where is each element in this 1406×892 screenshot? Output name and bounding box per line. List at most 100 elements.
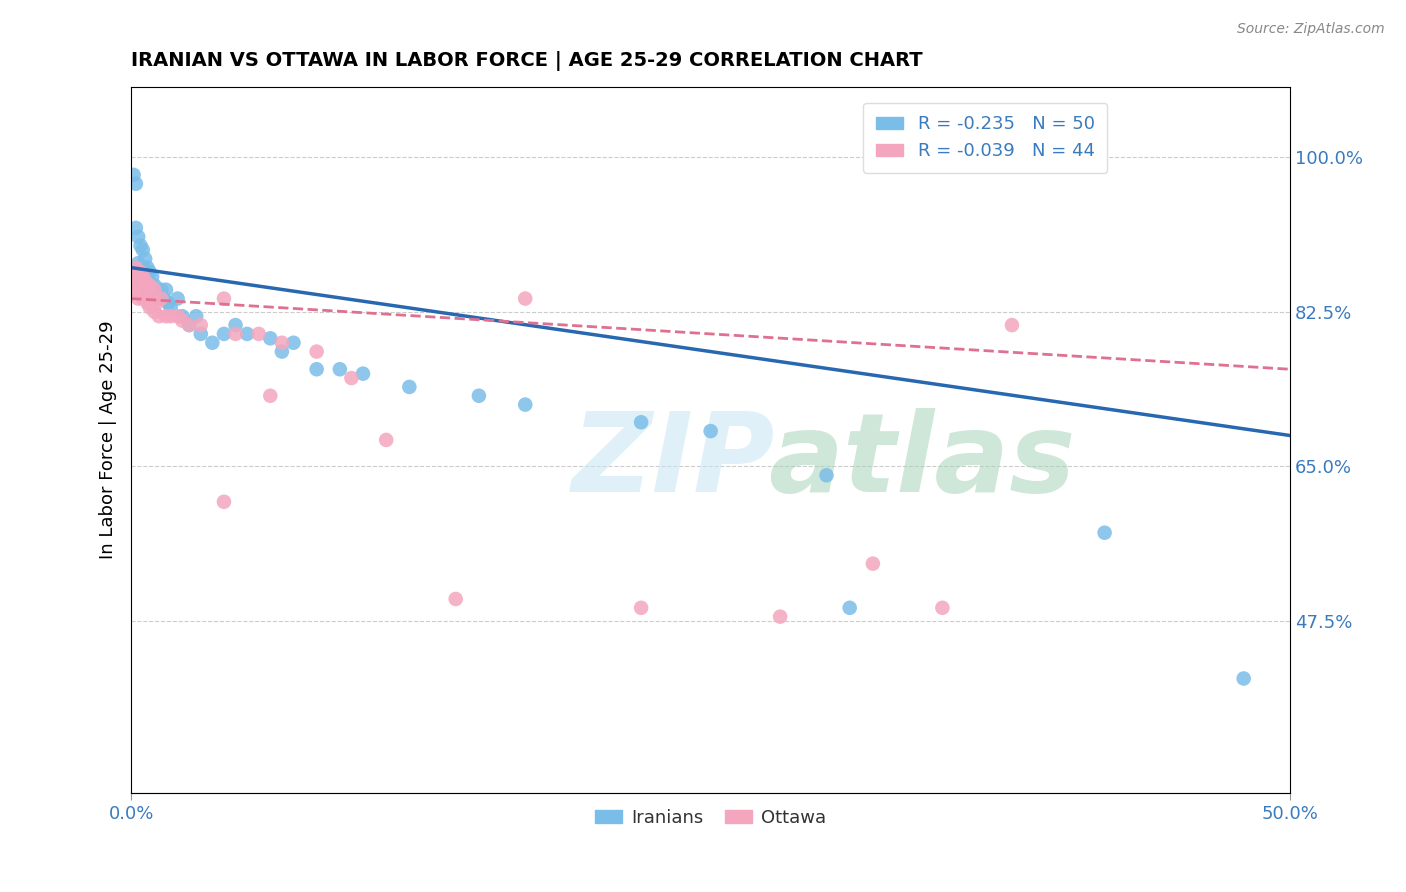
Point xyxy=(352,367,374,381)
Point xyxy=(122,283,145,297)
Point xyxy=(132,292,155,306)
Point xyxy=(1001,318,1024,332)
Point xyxy=(769,609,792,624)
Point xyxy=(283,335,305,350)
Point xyxy=(122,265,145,279)
Point xyxy=(247,326,270,341)
Point xyxy=(630,415,652,429)
Point xyxy=(159,301,181,315)
Point xyxy=(134,265,156,279)
Point xyxy=(150,283,173,297)
Point xyxy=(136,274,159,288)
Point xyxy=(270,344,292,359)
Text: IRANIAN VS OTTAWA IN LABOR FORCE | AGE 25-29 CORRELATION CHART: IRANIAN VS OTTAWA IN LABOR FORCE | AGE 2… xyxy=(131,51,922,70)
Point xyxy=(212,292,235,306)
Point xyxy=(143,278,166,293)
Point xyxy=(259,331,281,345)
Point xyxy=(136,260,159,275)
Point xyxy=(136,278,159,293)
Point xyxy=(129,238,152,252)
Point xyxy=(134,252,156,266)
Point xyxy=(1233,672,1256,686)
Point xyxy=(125,260,148,275)
Point xyxy=(132,278,155,293)
Point xyxy=(139,278,162,293)
Point xyxy=(127,229,149,244)
Point xyxy=(225,318,247,332)
Point xyxy=(129,265,152,279)
Point xyxy=(212,495,235,509)
Point xyxy=(155,283,177,297)
Point xyxy=(179,318,201,332)
Point xyxy=(143,283,166,297)
Point xyxy=(143,305,166,319)
Point xyxy=(515,292,537,306)
Point xyxy=(172,313,194,327)
Point xyxy=(129,274,152,288)
Point xyxy=(838,600,860,615)
Point xyxy=(270,335,292,350)
Point xyxy=(468,389,491,403)
Point xyxy=(143,292,166,306)
Point xyxy=(172,310,194,324)
Point xyxy=(444,591,467,606)
Point xyxy=(190,326,212,341)
Point xyxy=(190,318,212,332)
Point xyxy=(398,380,420,394)
Point xyxy=(150,292,173,306)
Point xyxy=(305,362,328,376)
Point xyxy=(148,292,170,306)
Point xyxy=(225,326,247,341)
Point xyxy=(212,326,235,341)
Point xyxy=(157,296,180,310)
Y-axis label: In Labor Force | Age 25-29: In Labor Force | Age 25-29 xyxy=(100,320,117,559)
Point xyxy=(148,310,170,324)
Point xyxy=(125,220,148,235)
Point xyxy=(1094,525,1116,540)
Point xyxy=(129,287,152,301)
Point xyxy=(375,433,398,447)
Point xyxy=(127,269,149,284)
Text: Source: ZipAtlas.com: Source: ZipAtlas.com xyxy=(1237,22,1385,37)
Point xyxy=(134,292,156,306)
Point xyxy=(166,292,188,306)
Point xyxy=(815,468,838,483)
Text: ZIP: ZIP xyxy=(572,408,775,515)
Point xyxy=(699,424,721,438)
Point xyxy=(132,243,155,257)
Point xyxy=(236,326,259,341)
Point xyxy=(259,389,281,403)
Point xyxy=(166,310,188,324)
Point xyxy=(122,168,145,182)
Legend: Iranians, Ottawa: Iranians, Ottawa xyxy=(588,801,834,834)
Point xyxy=(139,265,162,279)
Point xyxy=(630,600,652,615)
Point xyxy=(136,296,159,310)
Point xyxy=(931,600,953,615)
Point xyxy=(305,344,328,359)
Point xyxy=(155,310,177,324)
Point xyxy=(134,274,156,288)
Point xyxy=(125,177,148,191)
Point xyxy=(152,292,174,306)
Point xyxy=(515,398,537,412)
Point xyxy=(141,287,163,301)
Point xyxy=(139,301,162,315)
Point xyxy=(127,256,149,270)
Point xyxy=(141,283,163,297)
Text: atlas: atlas xyxy=(769,408,1076,515)
Point xyxy=(179,318,201,332)
Point xyxy=(201,335,224,350)
Point xyxy=(340,371,363,385)
Point xyxy=(186,310,208,324)
Point xyxy=(159,310,181,324)
Point xyxy=(139,283,162,297)
Point xyxy=(132,269,155,284)
Point xyxy=(125,278,148,293)
Point xyxy=(145,287,167,301)
Point xyxy=(141,269,163,284)
Point xyxy=(127,292,149,306)
Point xyxy=(145,296,167,310)
Point xyxy=(329,362,352,376)
Point xyxy=(862,557,884,571)
